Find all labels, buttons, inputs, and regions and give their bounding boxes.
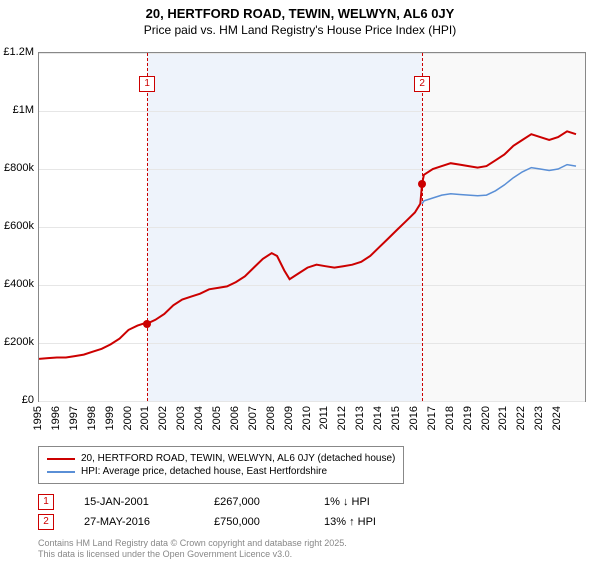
legend: 20, HERTFORD ROAD, TEWIN, WELWYN, AL6 0J…: [38, 446, 404, 484]
x-tick-label: 2018: [444, 406, 456, 430]
sale-price: £267,000: [214, 496, 324, 508]
annotation-marker: 1: [139, 76, 155, 92]
chart-subtitle: Price paid vs. HM Land Registry's House …: [0, 23, 600, 37]
table-row: 2 27-MAY-2016 £750,000 13% ↑ HPI: [38, 512, 444, 532]
x-tick-label: 2005: [211, 406, 223, 430]
sale-dot: [418, 180, 426, 188]
x-tick-label: 2008: [265, 406, 277, 430]
sale-marker-box: 2: [38, 514, 54, 530]
x-tick-label: 1998: [86, 406, 98, 430]
x-tick-label: 2021: [497, 406, 509, 430]
sale-dot: [143, 320, 151, 328]
x-tick-label: 2011: [318, 406, 330, 430]
y-tick-label: £1.2M: [2, 46, 34, 58]
legend-swatch: [47, 458, 75, 460]
legend-item: 20, HERTFORD ROAD, TEWIN, WELWYN, AL6 0J…: [47, 453, 395, 464]
x-tick-label: 2001: [139, 406, 151, 430]
x-tick-label: 2023: [533, 406, 545, 430]
legend-label: 20, HERTFORD ROAD, TEWIN, WELWYN, AL6 0J…: [81, 453, 395, 464]
sale-marker-box: 1: [38, 494, 54, 510]
legend-label: HPI: Average price, detached house, East…: [81, 466, 327, 477]
y-tick-label: £1M: [2, 104, 34, 116]
legend-swatch: [47, 471, 75, 473]
series-line-price_paid: [39, 131, 576, 359]
x-tick-label: 2020: [480, 406, 492, 430]
series-line-hpi: [422, 165, 576, 204]
x-tick-label: 2009: [283, 406, 295, 430]
y-tick-label: £600k: [2, 220, 34, 232]
annotation-marker: 2: [414, 76, 430, 92]
x-tick-label: 2019: [462, 406, 474, 430]
x-tick-label: 1999: [104, 406, 116, 430]
y-tick-label: £800k: [2, 162, 34, 174]
chart-plot-area: [38, 52, 586, 402]
x-tick-label: 2012: [336, 406, 348, 430]
x-tick-label: 2016: [408, 406, 420, 430]
legend-item: HPI: Average price, detached house, East…: [47, 466, 395, 477]
x-tick-label: 2000: [122, 406, 134, 430]
x-tick-label: 2024: [551, 406, 563, 430]
y-tick-label: £0: [2, 394, 34, 406]
sale-price: £750,000: [214, 516, 324, 528]
x-tick-label: 2015: [390, 406, 402, 430]
y-tick-label: £200k: [2, 336, 34, 348]
x-tick-label: 2007: [247, 406, 259, 430]
sale-delta: 13% ↑ HPI: [324, 516, 444, 528]
chart-title: 20, HERTFORD ROAD, TEWIN, WELWYN, AL6 0J…: [0, 6, 600, 21]
series-svg: [39, 53, 585, 401]
footer-line: Contains HM Land Registry data © Crown c…: [38, 538, 347, 549]
footer-attribution: Contains HM Land Registry data © Crown c…: [38, 538, 347, 560]
x-tick-label: 2004: [193, 406, 205, 430]
x-tick-label: 1995: [32, 406, 44, 430]
x-tick-label: 2013: [354, 406, 366, 430]
x-tick-label: 2002: [157, 406, 169, 430]
x-tick-label: 2014: [372, 406, 384, 430]
x-tick-label: 2010: [301, 406, 313, 430]
x-tick-label: 1997: [68, 406, 80, 430]
x-tick-label: 2003: [175, 406, 187, 430]
y-tick-label: £400k: [2, 278, 34, 290]
footer-line: This data is licensed under the Open Gov…: [38, 549, 347, 560]
sale-date: 27-MAY-2016: [84, 516, 214, 528]
sales-table: 1 15-JAN-2001 £267,000 1% ↓ HPI 2 27-MAY…: [38, 492, 444, 532]
sale-date: 15-JAN-2001: [84, 496, 214, 508]
table-row: 1 15-JAN-2001 £267,000 1% ↓ HPI: [38, 492, 444, 512]
x-tick-label: 2006: [229, 406, 241, 430]
sale-delta: 1% ↓ HPI: [324, 496, 444, 508]
x-tick-label: 1996: [50, 406, 62, 430]
x-tick-label: 2022: [515, 406, 527, 430]
x-tick-label: 2017: [426, 406, 438, 430]
